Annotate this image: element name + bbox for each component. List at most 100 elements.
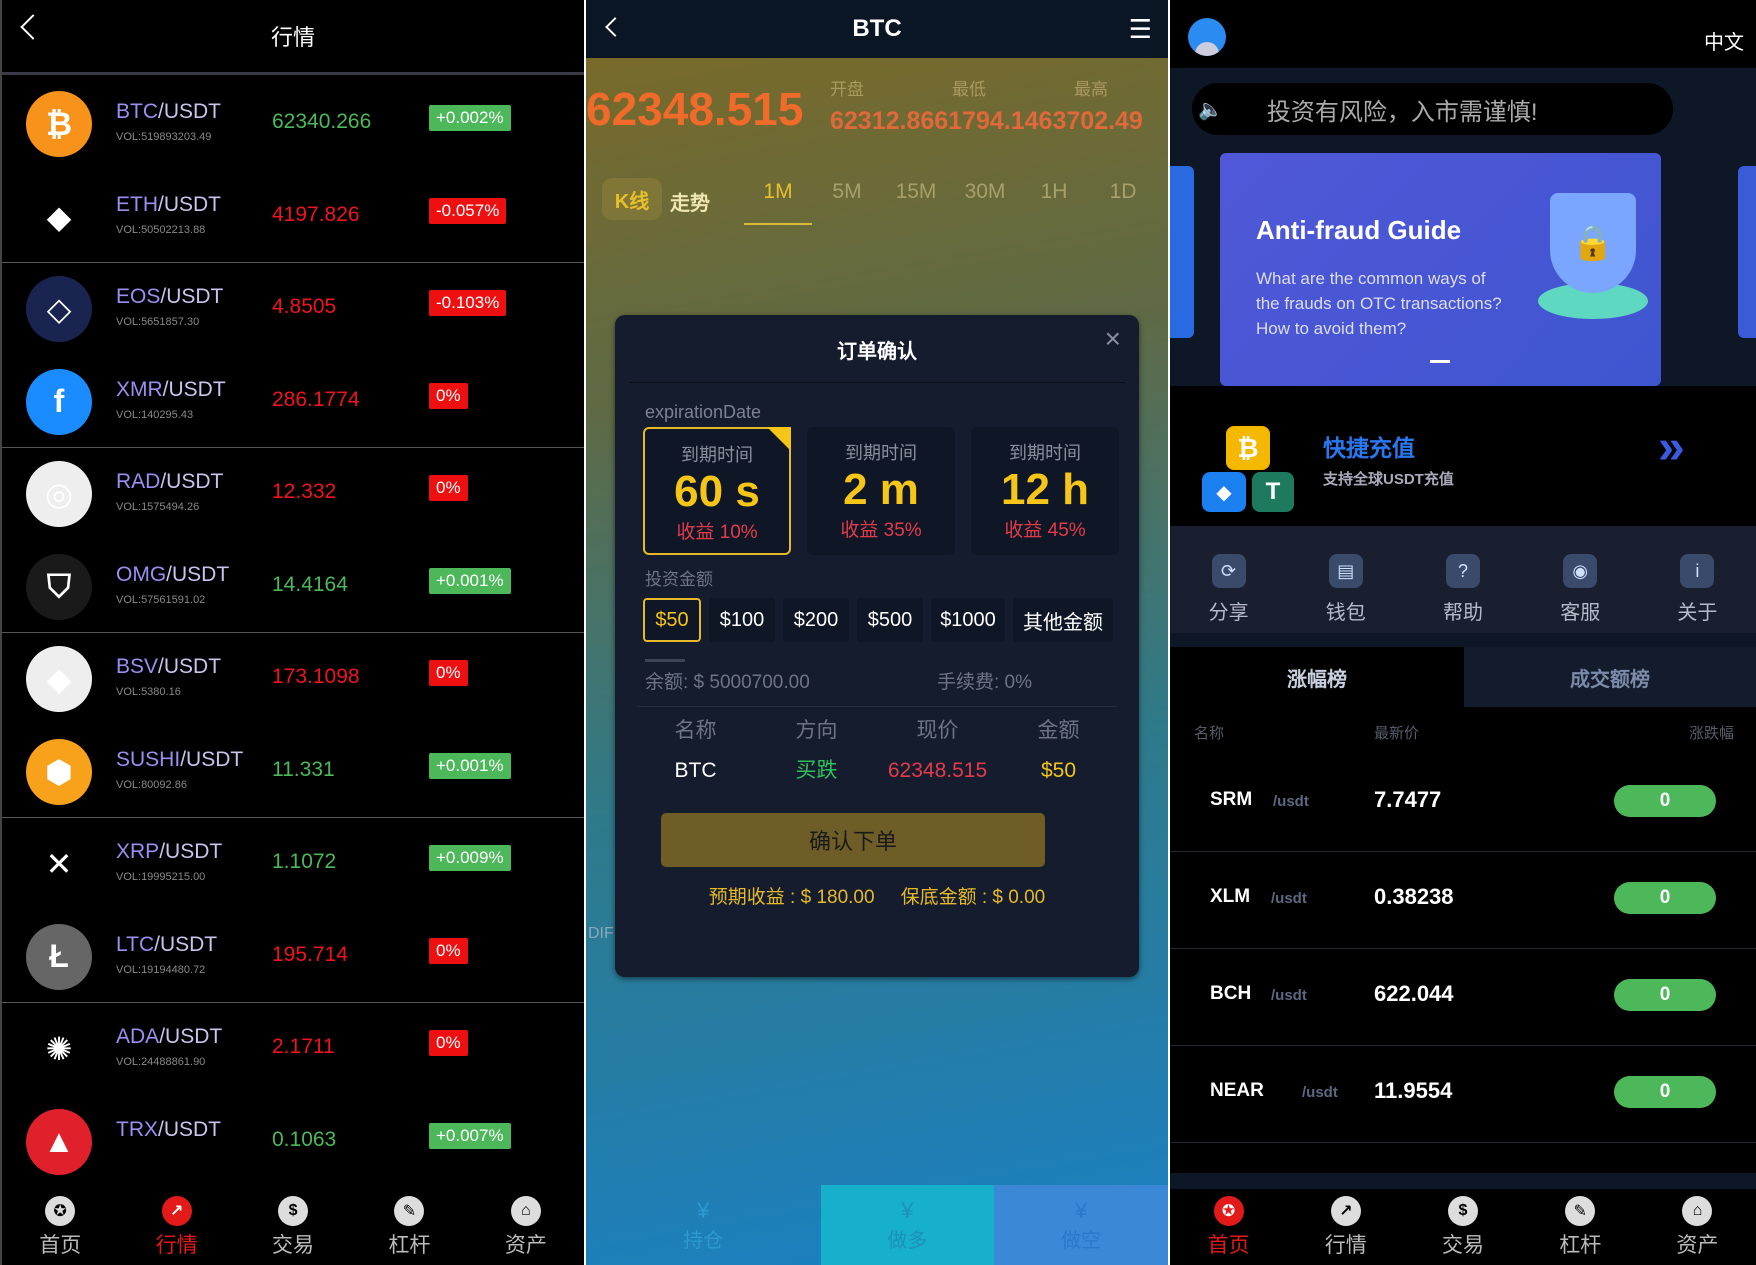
bitcoin-icon: ₿ bbox=[1226, 426, 1270, 470]
ranking-row[interactable]: XLM/usdt 0.38238 0 bbox=[1170, 852, 1756, 949]
market-row[interactable]: ✕ XRP/USDT VOL:19995215.00 1.1072 +0.009% bbox=[2, 818, 584, 910]
short-button[interactable]: ¥ 做空 bbox=[994, 1185, 1168, 1265]
menu-icon[interactable]: ☰ bbox=[1128, 14, 1152, 44]
amount-option[interactable]: $100 bbox=[709, 598, 775, 642]
nav-market[interactable]: ↗ 行情 bbox=[1287, 1189, 1404, 1265]
market-row[interactable]: ◎ RAD/USDT VOL:1575494.26 12.332 0% bbox=[2, 448, 584, 540]
positions-button[interactable]: ¥ 持仓 bbox=[586, 1185, 821, 1265]
expiration-option[interactable]: 到期时间 2 m 收益 35% bbox=[807, 427, 955, 555]
nav-dollar[interactable]: $ 交易 bbox=[235, 1189, 351, 1265]
quote-symbol: /USDT bbox=[159, 840, 223, 863]
quick-deposit[interactable]: ₿ ◆ T 快捷充值 支持全球USDT充值 » bbox=[1170, 386, 1756, 526]
quote-symbol: /USDT bbox=[158, 1117, 221, 1141]
timeframe-15M[interactable]: 15M bbox=[895, 180, 937, 203]
expiration-option[interactable]: 到期时间 60 s 收益 10% bbox=[643, 427, 791, 555]
dif-label: DIF bbox=[588, 925, 614, 942]
nav-safe[interactable]: ⌂ 资产 bbox=[468, 1189, 584, 1265]
leverage-icon: ✎ bbox=[394, 1195, 425, 1226]
amount-option[interactable]: $500 bbox=[857, 598, 923, 642]
ranking-row[interactable]: BCH/usdt 622.044 0 bbox=[1170, 949, 1756, 1046]
amount-option[interactable]: $200 bbox=[783, 598, 849, 642]
nav-safe[interactable]: ⌂ 资产 bbox=[1639, 1189, 1756, 1265]
expiration-option[interactable]: 到期时间 12 h 收益 45% bbox=[971, 427, 1119, 555]
market-row[interactable]: ◆ BSV/USDT VOL:5380.16 173.1098 0% bbox=[2, 633, 584, 725]
quote-symbol: /USDT bbox=[166, 562, 230, 586]
confirm-order-button[interactable]: 确认下单 bbox=[661, 813, 1045, 867]
symbol: BCH bbox=[1210, 983, 1252, 1004]
pair-label: ADA/USDT bbox=[116, 1025, 222, 1049]
close-icon[interactable]: × bbox=[1104, 323, 1121, 354]
tab-gainers[interactable]: 涨幅榜 bbox=[1170, 647, 1464, 707]
avatar[interactable] bbox=[1188, 18, 1226, 56]
nav-market[interactable]: ↗ 行情 bbox=[118, 1189, 234, 1265]
pair-label: RAD/USDT bbox=[116, 470, 223, 494]
market-row[interactable]: ✺ ADA/USDT VOL:24488861.90 2.1711 0% bbox=[2, 1003, 584, 1095]
nav-home[interactable]: ✪ 首页 bbox=[1170, 1189, 1287, 1265]
price: 173.1098 bbox=[272, 665, 360, 688]
amount-option[interactable]: $1000 bbox=[931, 598, 1005, 642]
market-row[interactable]: ₿ BTC/USDT VOL:519893203.49 62340.266 +0.002… bbox=[2, 78, 584, 170]
price: 62340.266 bbox=[272, 110, 372, 133]
price: 4197.826 bbox=[272, 202, 360, 226]
nav-label: 行情 bbox=[1324, 1233, 1367, 1257]
guarantee-amount: 保底金额 : $ 0.00 bbox=[900, 887, 1046, 908]
timeframe-1M[interactable]: 1M bbox=[763, 180, 793, 203]
nav-leverage[interactable]: ✎ 杠杆 bbox=[351, 1189, 467, 1265]
notice-text: 投资有风险，入市需谨慎! bbox=[1266, 98, 1538, 126]
nav-leverage[interactable]: ✎ 杠杆 bbox=[1522, 1189, 1639, 1265]
amount-option[interactable]: 其他金额 bbox=[1013, 598, 1113, 642]
volume: VOL:19194480.72 bbox=[116, 963, 206, 976]
market-row[interactable]: ⛉ OMG/USDT VOL:57561591.02 14.4164 +0.001% bbox=[2, 541, 584, 633]
tab-trend[interactable]: 走势 bbox=[670, 193, 710, 215]
timeframe-1D[interactable]: 1D bbox=[1109, 180, 1137, 203]
ranking-row[interactable]: SRM/usdt 7.7477 0 bbox=[1170, 755, 1756, 852]
market-row[interactable]: ◆ ETH/USDT VOL:50502213.88 4197.826 -0.057% bbox=[2, 171, 584, 263]
col-price: 最新价 bbox=[1374, 725, 1420, 742]
market-row[interactable]: f XMR/USDT VOL:140295.43 286.1774 0% bbox=[2, 356, 584, 448]
quick-support[interactable]: ◉ 客服 bbox=[1522, 554, 1639, 625]
quote-symbol: /USDT bbox=[158, 655, 222, 678]
market-row[interactable]: ◇ EOS/USDT VOL:5651857.30 4.8505 -0.103% bbox=[2, 263, 584, 355]
quick-share[interactable]: ⟳ 分享 bbox=[1170, 554, 1287, 625]
timeframe-30M[interactable]: 30M bbox=[964, 180, 1006, 203]
check-icon bbox=[767, 427, 791, 451]
timeframe-5M[interactable]: 5M bbox=[832, 180, 862, 203]
banner-anti-fraud[interactable]: Anti-fraud Guide What are the common way… bbox=[1220, 153, 1661, 386]
ranking-row[interactable]: NEAR/usdt 11.9554 0 bbox=[1170, 1046, 1756, 1143]
market-row[interactable]: ▲ TRX/USDT 0.1063 +0.007% bbox=[2, 1096, 584, 1188]
low-label: 最低 bbox=[952, 80, 986, 99]
quick-help[interactable]: ? 帮助 bbox=[1404, 554, 1521, 625]
quote-symbol: /USDT bbox=[158, 100, 221, 123]
bsv-coin-icon: ◆ bbox=[26, 646, 92, 712]
language-switch[interactable]: 中文 bbox=[1704, 32, 1744, 54]
order-confirm-modal: 订单确认 × expirationDate 到期时间 60 s 收益 10% 到期时间… bbox=[615, 315, 1139, 977]
amount-option[interactable]: $50 bbox=[643, 598, 701, 642]
market-row[interactable]: Ł LTC/USDT VOL:19194480.72 195.714 0% bbox=[2, 911, 584, 1003]
price: 2.1711 bbox=[272, 1035, 335, 1058]
eth-coin-icon: ◆ bbox=[26, 183, 92, 250]
price: 11.9554 bbox=[1374, 1078, 1453, 1103]
double-chevron-right-icon[interactable]: » bbox=[1658, 421, 1685, 474]
market-row[interactable]: ⬢ SUSHI/USDT VOL:80092.86 11.331 +0.001% bbox=[2, 726, 584, 818]
base-symbol: BSV bbox=[116, 655, 159, 678]
change-badge: 0% bbox=[429, 660, 468, 686]
quote-symbol: /USDT bbox=[158, 192, 221, 216]
volume: VOL:5651857.30 bbox=[116, 316, 200, 328]
nav-home[interactable]: ✪ 首页 bbox=[2, 1189, 118, 1265]
long-button[interactable]: ¥ 做多 bbox=[820, 1185, 995, 1265]
change-badge: 0 bbox=[1614, 1076, 1716, 1108]
yen-down-icon: ¥ bbox=[1075, 1197, 1088, 1223]
timeframe-1H[interactable]: 1H bbox=[1040, 180, 1068, 203]
quick-info[interactable]: i 关于 bbox=[1639, 554, 1756, 625]
symbol: SRM bbox=[1210, 789, 1253, 810]
nav-dollar[interactable]: $ 交易 bbox=[1404, 1189, 1521, 1265]
stats-values: 62312.8661794.1463702.49 bbox=[830, 107, 1143, 135]
trx-coin-icon: ▲ bbox=[26, 1108, 92, 1175]
expected-profit: 预期收益 : $ 180.00 bbox=[708, 887, 875, 908]
expiration-value: 12 h bbox=[1000, 465, 1090, 514]
profit-rate: 收益 10% bbox=[676, 522, 758, 543]
tab-kline[interactable]: K线 bbox=[602, 178, 662, 220]
back-icon[interactable] bbox=[605, 17, 625, 37]
quick-wallet[interactable]: ▤ 钱包 bbox=[1287, 554, 1404, 625]
tab-volume[interactable]: 成交额榜 bbox=[1464, 647, 1756, 707]
